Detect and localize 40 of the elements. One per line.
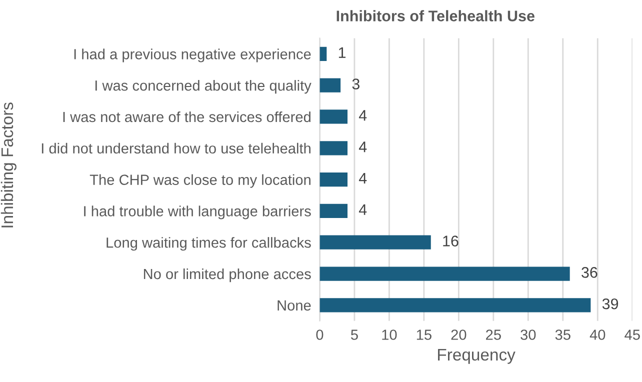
y-tick-label: I had trouble with language barriers (84, 206, 311, 220)
data-label: 4 (358, 172, 367, 184)
bar (320, 204, 348, 218)
data-label: 4 (358, 142, 367, 152)
data-label: 1 (338, 47, 346, 58)
data-label: 4 (358, 204, 367, 215)
chart-title: Inhibitors of Telehealth Use (336, 10, 534, 22)
y-tick-label: None (278, 300, 311, 311)
y-axis-title: Inhibiting Factors (0, 102, 16, 228)
y-tick-label: The CHP was close to my location (90, 174, 310, 188)
data-label: 3 (352, 78, 360, 90)
y-tick-label: I was concerned about the quality (95, 80, 312, 94)
x-tick-label: 40 (590, 330, 606, 340)
x-tick-label: 35 (555, 330, 570, 340)
x-tick-label: 5 (350, 330, 358, 340)
data-label: 4 (358, 110, 367, 121)
x-tick-label: 30 (520, 330, 536, 340)
x-tick-label: 45 (624, 330, 640, 340)
x-tick-label: 10 (382, 330, 397, 340)
x-tick-label: 20 (451, 330, 466, 340)
bar (320, 298, 591, 312)
data-label: 16 (443, 236, 458, 246)
y-tick-label: I was not aware of the services offered (63, 111, 310, 122)
x-tick-label: 0 (316, 330, 324, 340)
bar (320, 110, 348, 124)
y-tick-label: Long waiting times for callbacks (106, 237, 311, 251)
bar (320, 266, 570, 281)
data-label: 39 (602, 298, 618, 310)
x-tick-label: 25 (486, 330, 501, 340)
bar (320, 46, 327, 61)
y-tick-label: I had a previous negative experience (74, 48, 311, 62)
x-tick-label: 15 (416, 330, 432, 340)
data-label: 36 (582, 267, 598, 278)
bar (320, 172, 348, 187)
bar (320, 235, 431, 250)
y-tick-label: No or limited phone acces (144, 268, 311, 282)
bar (320, 78, 341, 92)
bar (320, 141, 348, 156)
x-axis-title: Frequency (438, 348, 516, 364)
y-tick-label: I did not understand how to use telehealth (42, 142, 310, 154)
